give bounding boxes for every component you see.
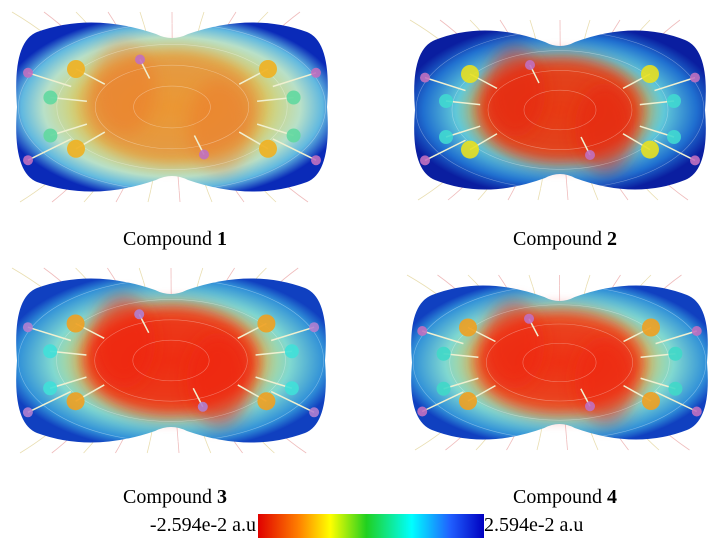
core (92, 296, 156, 389)
caption-label: Compound (513, 486, 602, 508)
caption-number: 1 (217, 228, 227, 250)
esp-map (12, 12, 328, 202)
atom (43, 91, 57, 105)
core (575, 336, 636, 424)
atom (459, 392, 477, 410)
atom (668, 347, 682, 361)
atom (641, 65, 659, 83)
atom (257, 392, 275, 410)
atom (311, 155, 321, 165)
core (483, 301, 544, 389)
atom (199, 150, 209, 160)
esp-map (407, 275, 708, 450)
esp-map (12, 268, 326, 453)
atom (309, 322, 319, 332)
atom (67, 140, 85, 158)
atom (642, 319, 660, 337)
caption-number: 3 (217, 486, 227, 508)
caption: Compound4 (513, 486, 617, 508)
atom (287, 91, 301, 105)
atom (67, 315, 85, 333)
atom (461, 65, 479, 83)
atom (23, 322, 33, 332)
atom (311, 68, 321, 78)
atom (692, 326, 702, 336)
caption-number: 4 (607, 486, 617, 508)
atom (23, 407, 33, 417)
atom (23, 68, 33, 78)
atom (420, 155, 430, 165)
atom (437, 382, 451, 396)
core (92, 41, 156, 136)
atom (668, 382, 682, 396)
atom (309, 407, 319, 417)
atom (690, 73, 700, 83)
panels (12, 12, 708, 453)
atom (420, 73, 430, 83)
atom (198, 402, 208, 412)
figure: Compound1 Compound2 Compound3 Compound4 … (0, 0, 713, 539)
atom (459, 319, 477, 337)
atom (439, 130, 453, 144)
atom (437, 347, 451, 361)
caption-label: Compound (513, 228, 602, 250)
atom (585, 401, 595, 411)
colorbar (258, 514, 484, 538)
atom (43, 344, 57, 358)
atom (439, 94, 453, 108)
atom (692, 407, 702, 417)
atom (259, 140, 277, 158)
atom (667, 130, 681, 144)
atom (417, 407, 427, 417)
caption-number: 2 (607, 228, 617, 250)
core (575, 83, 635, 173)
core (187, 333, 251, 426)
atom (135, 55, 145, 65)
atom (417, 326, 427, 336)
atom (585, 150, 595, 160)
atom (257, 315, 275, 333)
atom (43, 381, 57, 395)
atom (690, 155, 700, 165)
atom (43, 129, 57, 143)
atom (67, 60, 85, 78)
caption-label: Compound (123, 486, 212, 508)
atom (285, 381, 299, 395)
atom (524, 314, 534, 324)
core (188, 79, 252, 174)
esp-map (410, 20, 706, 200)
atom (23, 155, 33, 165)
atom (285, 344, 299, 358)
caption-label: Compound (123, 228, 212, 250)
atom (641, 141, 659, 159)
atom (667, 94, 681, 108)
atom (134, 309, 144, 319)
atom (259, 60, 277, 78)
atom (461, 141, 479, 159)
atom (67, 392, 85, 410)
atom (287, 129, 301, 143)
colorbar-min-label: -2.594e-2 a.u (150, 514, 256, 536)
atom (525, 60, 535, 70)
core (485, 47, 545, 137)
colorbar-max-label: 2.594e-2 a.u (484, 514, 583, 536)
atom (642, 392, 660, 410)
